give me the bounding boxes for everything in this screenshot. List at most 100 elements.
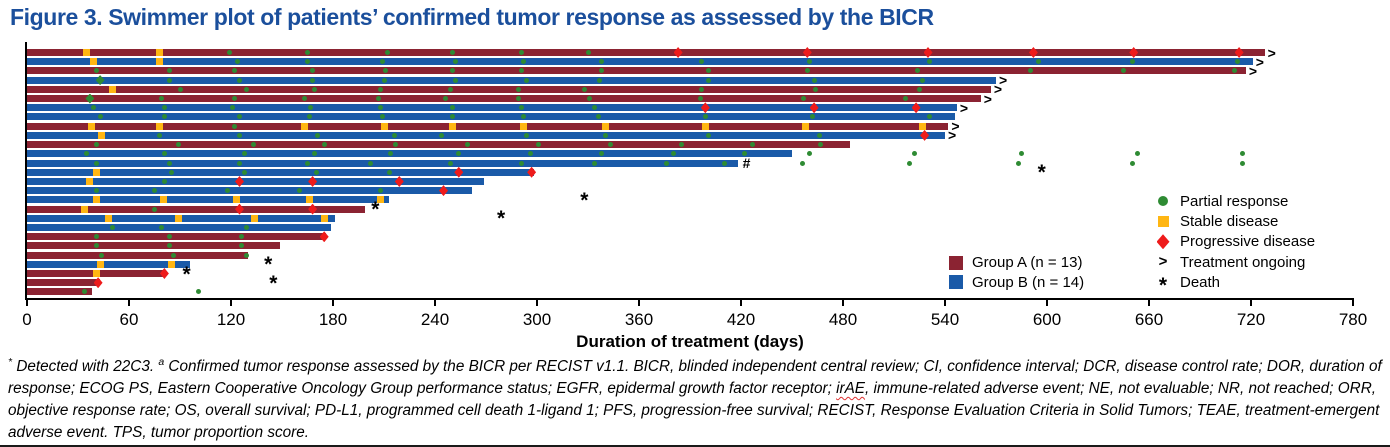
marker-pr	[162, 178, 168, 184]
axis-tick-label: 600	[1032, 310, 1062, 329]
marker-pr	[515, 96, 521, 102]
marker-pd	[235, 175, 244, 187]
axis-tick-label: 240	[420, 310, 450, 329]
marker-pr	[167, 234, 173, 240]
swimmer-bar	[27, 131, 945, 139]
marker-pr	[308, 105, 314, 111]
treatment-ongoing-marker: >	[1267, 44, 1276, 61]
marker-pd	[308, 203, 318, 215]
axis-tick-label: 780	[1338, 310, 1368, 329]
marker-sd	[159, 196, 167, 204]
marker-sd	[321, 214, 328, 222]
marker-pr	[97, 114, 103, 120]
marker-pr	[587, 96, 593, 102]
marker-pr	[697, 96, 703, 102]
marker-sd	[251, 214, 259, 222]
marker-pr	[388, 151, 394, 157]
marker-pr	[391, 132, 397, 138]
marker-sd	[519, 122, 527, 130]
swimmer-bar	[27, 233, 327, 241]
marker-pr	[94, 68, 100, 74]
marker-sd	[156, 49, 164, 56]
marker-pr	[177, 86, 183, 92]
marker-pr	[1015, 160, 1021, 166]
legend-item-group-a: Group A (n = 13)	[949, 253, 1084, 273]
marker-pr	[313, 169, 319, 175]
marker-sd	[380, 122, 388, 130]
marker-pr	[237, 160, 242, 166]
marker-pr	[607, 142, 613, 148]
marker-pr	[311, 86, 317, 92]
marker-pr	[456, 151, 462, 157]
marker-pr	[225, 188, 231, 194]
treatment-ongoing-icon: >	[1158, 253, 1168, 271]
legend-item-treatment-ongoing: > Treatment ongoing	[1150, 252, 1315, 272]
marker-pr	[906, 160, 912, 166]
marker-pr	[237, 114, 242, 120]
swimmer-bar	[27, 168, 534, 176]
footnote: * Detected with 22C3. a Confirmed tumor …	[8, 351, 1384, 444]
marker-pr	[706, 77, 712, 83]
marker-pr	[519, 105, 525, 111]
group-a-swatch-icon	[949, 255, 963, 270]
swimmer-bar	[27, 85, 991, 93]
swimmer-bar	[27, 279, 101, 287]
swimmer-bar	[27, 58, 1253, 66]
marker-pr	[94, 160, 100, 166]
marker-pr	[524, 132, 530, 138]
marker-pd	[319, 231, 329, 243]
marker-pr	[1234, 59, 1240, 65]
marker-prd	[85, 93, 95, 104]
axis-tick-label: 660	[1134, 310, 1164, 329]
legend-label: Death	[1180, 273, 1221, 291]
marker-pr	[536, 142, 542, 148]
marker-pr	[393, 142, 399, 148]
footnote-text: , immune-related adverse event; NE, not …	[8, 380, 1380, 442]
marker-pr	[243, 86, 249, 92]
death-marker: *	[497, 207, 506, 231]
marker-pr	[903, 96, 909, 102]
death-marker: *	[264, 253, 273, 277]
marker-sd	[377, 196, 385, 204]
marker-pr	[818, 142, 824, 148]
marker-pr	[237, 132, 242, 138]
legend-label: Group B (n = 14)	[972, 273, 1085, 291]
marker-pr	[238, 243, 244, 249]
marker-pd	[911, 102, 921, 114]
axis-tick-label: 300	[522, 310, 552, 329]
swimmer-bar	[27, 177, 485, 185]
axis-tick-label: 360	[624, 310, 654, 329]
marker-pr	[162, 114, 168, 120]
axis-tick	[740, 298, 742, 306]
marker-pr	[520, 114, 526, 120]
marker-pr	[519, 50, 525, 55]
marker-pr	[94, 243, 100, 249]
marker-pr	[310, 68, 316, 74]
legend-item-stable-disease: Stable disease	[1150, 211, 1315, 231]
marker-pr	[379, 59, 385, 65]
marker-pr	[915, 68, 921, 74]
group-b-swatch-icon	[949, 275, 963, 290]
swimmer-bar	[27, 223, 332, 231]
axis-tick	[230, 298, 232, 306]
marker-pr	[813, 86, 819, 92]
marker-pr	[520, 59, 526, 65]
swimmer-plot: Duration of treatment (days) > > > > > > > > > # *…	[22, 42, 1367, 351]
marker-pr	[379, 114, 385, 120]
swimmer-bar	[27, 122, 949, 130]
swimmer-bar	[27, 76, 996, 84]
legend-item-progressive-disease: Progressive disease	[1150, 232, 1315, 252]
footnote-sup-a: a	[158, 356, 165, 368]
marker-pr	[376, 96, 382, 102]
marker-pr	[315, 132, 321, 138]
marker-pr	[452, 59, 458, 65]
death-marker: *	[182, 262, 191, 286]
marker-sd	[108, 85, 116, 93]
marker-pr	[679, 142, 684, 148]
marker-sd	[919, 122, 927, 130]
marker-pr	[917, 86, 922, 92]
marker-pr	[582, 86, 588, 92]
marker-pr	[384, 50, 390, 55]
axis-tick-label: 480	[828, 310, 858, 329]
